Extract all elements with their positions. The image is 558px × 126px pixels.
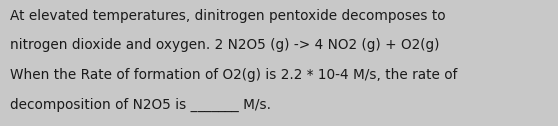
Text: nitrogen dioxide and oxygen. 2 N2O5 (g) -> 4 NO2 (g) + O2(g): nitrogen dioxide and oxygen. 2 N2O5 (g) … (10, 38, 440, 52)
Text: At elevated temperatures, dinitrogen pentoxide decomposes to: At elevated temperatures, dinitrogen pen… (10, 9, 446, 23)
Text: When the Rate of formation of O2(g) is 2.2 * 10-4 M/s, the rate of: When the Rate of formation of O2(g) is 2… (10, 68, 458, 82)
Text: decomposition of N2O5 is _______ M/s.: decomposition of N2O5 is _______ M/s. (10, 98, 271, 112)
